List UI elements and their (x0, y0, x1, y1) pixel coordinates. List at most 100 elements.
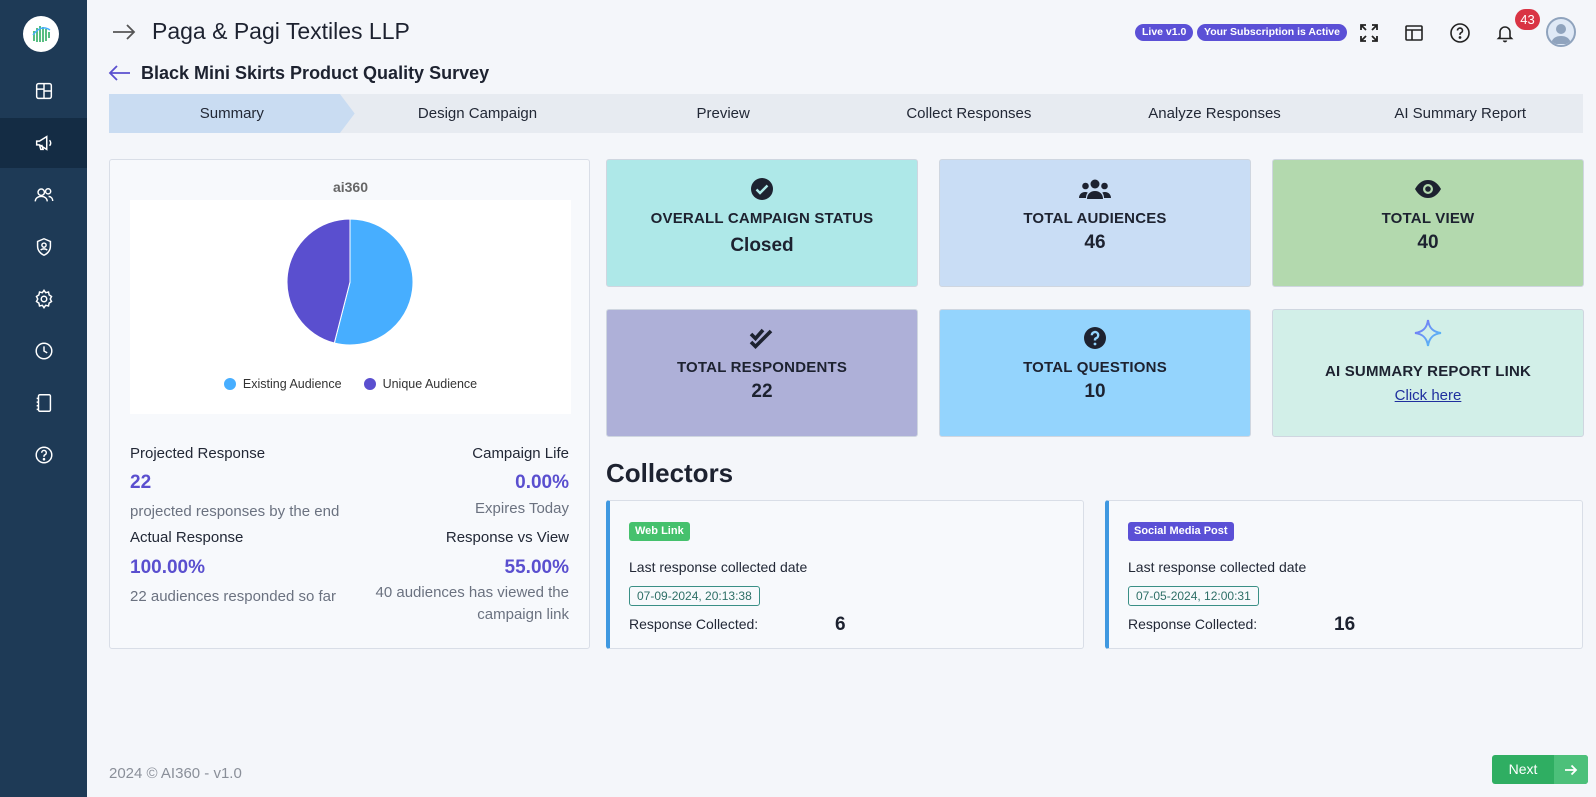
pie-slice-existing-audience[interactable] (333, 218, 414, 346)
sidebar-item-history[interactable] (0, 326, 87, 376)
tile-label: TOTAL AUDIENCES (1023, 210, 1167, 227)
response-collected-count: 16 (1334, 614, 1356, 635)
eye-icon (1273, 178, 1583, 200)
users-group-icon (940, 177, 1250, 201)
tile-value: 40 (1417, 232, 1439, 253)
clock-icon (34, 342, 53, 360)
response-vs-view-value: 55.00% (504, 557, 569, 578)
sidebar-item-help[interactable] (0, 430, 87, 480)
tab-analyze-responses[interactable]: Analyze Responses (1148, 105, 1281, 122)
shield-user-icon (36, 237, 51, 257)
arrow-right-icon (1554, 755, 1588, 784)
tile-value: 10 (1084, 381, 1106, 402)
tab-preview[interactable]: Preview (696, 105, 750, 122)
actual-response-value: 100.00% (130, 557, 206, 578)
total-view-tile: TOTAL VIEW 40 (1272, 159, 1584, 287)
sidebar-item-dashboard[interactable] (0, 66, 87, 116)
help-circle-icon[interactable] (1447, 20, 1473, 46)
fullscreen-icon[interactable] (1356, 20, 1382, 46)
collectors-heading: Collectors (606, 458, 734, 488)
collector-type-badge: Social Media Post (1128, 522, 1234, 541)
response-collected-count: 6 (835, 614, 846, 635)
sidebar-item-settings[interactable] (0, 274, 87, 324)
chart-legend: Existing Audience Unique Audience (130, 377, 571, 391)
pie-chart-svg (286, 218, 414, 346)
tab-summary[interactable]: Summary (109, 94, 355, 133)
bell-icon[interactable] (1492, 20, 1518, 46)
tile-label: TOTAL RESPONDENTS (676, 359, 848, 376)
sidebar-item-documents[interactable] (0, 378, 87, 428)
check-circle-icon (607, 177, 917, 201)
collector-card-web-link[interactable]: Web Link Last response collected date 07… (606, 500, 1084, 649)
double-check-icon (607, 326, 917, 350)
last-response-label: Last response collected date (629, 559, 808, 575)
sidebar-item-campaigns[interactable] (0, 118, 87, 168)
projected-response-label: Projected Response (130, 445, 266, 462)
notification-count-badge: 43 (1515, 9, 1540, 30)
tile-value: 46 (1084, 232, 1106, 253)
tile-label: TOTAL QUESTIONS (1023, 359, 1167, 376)
tab-collect-responses[interactable]: Collect Responses (906, 105, 1032, 122)
survey-title: Black Mini Skirts Product Quality Survey (141, 63, 490, 83)
sidebar-item-security[interactable] (0, 222, 87, 272)
total-questions-tile: TOTAL QUESTIONS 10 (939, 309, 1251, 437)
app-logo[interactable] (23, 16, 59, 52)
users-icon (34, 188, 53, 202)
legend-label: Existing Audience (242, 377, 342, 391)
response-collected-label: Response Collected: (629, 616, 759, 632)
tile-label: TOTAL VIEW (1381, 210, 1475, 227)
help-icon (34, 446, 53, 464)
expand-sidebar-icon[interactable] (111, 20, 137, 44)
tile-label: AI SUMMARY REPORT LINK (1324, 363, 1532, 380)
next-button[interactable]: Next (1492, 755, 1588, 784)
user-avatar[interactable] (1546, 17, 1576, 47)
document-icon (36, 394, 51, 412)
pie-slice-unique-audience[interactable] (286, 218, 351, 344)
company-name: Paga & Pagi Textiles LLP (152, 18, 410, 44)
layout-icon[interactable] (1401, 20, 1427, 46)
legend-item-unique-audience[interactable]: Unique Audience (363, 377, 478, 391)
projected-response-value: 22 (130, 472, 152, 493)
actual-response-label: Actual Response (130, 529, 244, 546)
gear-icon (35, 289, 52, 309)
last-response-date: 07-09-2024, 20:13:38 (629, 586, 760, 606)
campaign-life-label: Campaign Life (472, 445, 569, 462)
ai-summary-report-link-tile: AI SUMMARY REPORT LINK Click here (1272, 309, 1584, 437)
tile-value: 22 (751, 381, 773, 402)
total-respondents-tile: TOTAL RESPONDENTS 22 (606, 309, 918, 437)
chart-title: ai360 (332, 179, 369, 195)
response-vs-view-label: Response vs View (445, 529, 569, 546)
tab-design-campaign[interactable]: Design Campaign (417, 105, 538, 122)
sidebar-item-audiences[interactable] (0, 170, 87, 220)
subscription-badge: Your Subscription is Active (1197, 24, 1347, 41)
question-circle-icon (940, 326, 1250, 350)
back-arrow-icon[interactable] (108, 62, 132, 84)
last-response-date: 07-05-2024, 12:00:31 (1128, 586, 1259, 606)
pie-chart: Existing Audience Unique Audience (130, 200, 571, 414)
last-response-label: Last response collected date (1128, 559, 1307, 575)
step-tabs: Summary Design Campaign Preview Collect … (109, 94, 1583, 133)
dashboard-icon (35, 82, 52, 100)
collector-type-badge: Web Link (629, 522, 690, 541)
footer-copyright: 2024 © AI360 - v1.0 (109, 765, 242, 782)
overall-campaign-status-tile: OVERALL CAMPAIGN STATUS Closed (606, 159, 918, 287)
response-collected-label: Response Collected: (1128, 616, 1258, 632)
campaign-life-sub: Expires Today (475, 500, 569, 517)
tab-ai-summary-report[interactable]: AI Summary Report (1394, 105, 1527, 122)
tile-label: OVERALL CAMPAIGN STATUS (650, 210, 874, 227)
actual-response-sub: 22 audiences responded so far (130, 588, 336, 605)
total-audiences-tile: TOTAL AUDIENCES 46 (939, 159, 1251, 287)
megaphone-icon (35, 135, 51, 151)
tile-value: Closed (730, 235, 794, 256)
version-badge: Live v1.0 (1135, 24, 1194, 41)
next-button-label: Next (1508, 761, 1538, 777)
campaign-summary-card: ai360 Existing Audience Unique Audience … (109, 159, 590, 649)
ai-report-link[interactable]: Click here (1394, 387, 1462, 404)
legend-swatch (363, 378, 376, 390)
legend-label: Unique Audience (382, 377, 478, 391)
collector-card-social-media-post[interactable]: Social Media Post Last response collecte… (1105, 500, 1583, 649)
campaign-life-value: 0.00% (515, 472, 569, 493)
sidebar (0, 0, 87, 797)
legend-item-existing-audience[interactable]: Existing Audience (223, 377, 342, 391)
sparkle-icon (1273, 318, 1583, 348)
